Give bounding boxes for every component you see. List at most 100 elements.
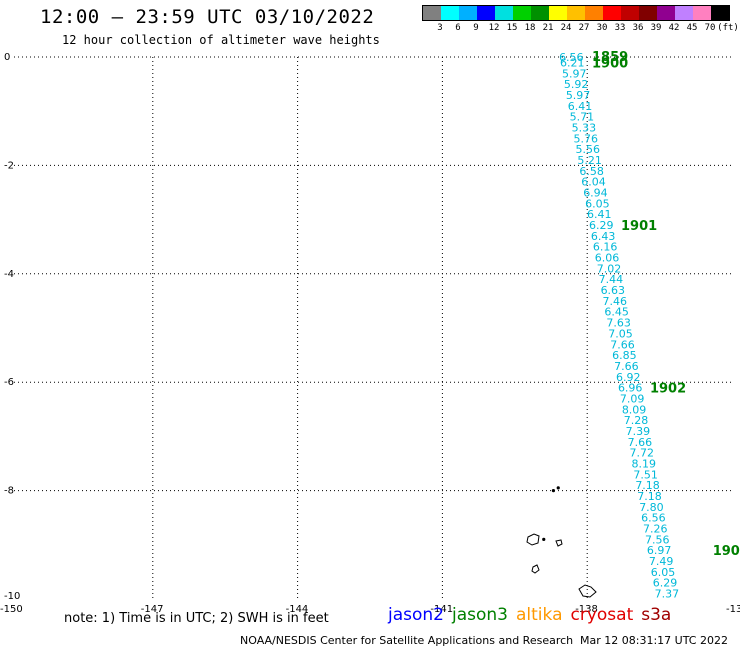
y-tick-label: -6 [4,377,14,388]
legend-swatch [621,6,639,20]
legend-swatch [675,6,693,20]
y-tick-label: -4 [4,269,14,280]
legend-swatch [585,6,603,20]
legend-swatch [513,6,531,20]
island-outline [531,564,540,574]
legend-label: 45 [686,23,698,33]
legend-label: 39 [650,23,662,33]
x-tick-label: -138 [575,604,598,615]
time-label: 1903 [713,544,740,559]
time-label: 1859 [592,50,628,65]
legend-label: 30 [596,23,608,33]
swh-label: 5.92 [564,78,589,91]
swh-label: 7.51 [633,468,658,481]
swh-label: 7.26 [643,523,668,536]
x-tick-label: -141 [430,604,453,615]
swh-label: 7.72 [630,447,655,460]
legend-swatch [441,6,459,20]
swh-label: 7.05 [608,327,633,340]
legend-swatch [423,6,441,20]
legend-label: 42 [668,23,680,33]
legend-label: 6 [455,23,461,33]
y-tick-label: -2 [4,160,14,171]
x-tick-label: -147 [141,604,164,615]
swh-label: 7.39 [626,425,651,438]
time-label: 1901 [621,219,657,234]
y-tick-label: -8 [4,486,14,497]
page-title: 12:00 — 23:59 UTC 03/10/2022 [40,6,375,28]
swh-label: 6.63 [601,284,626,297]
footer-note: note: 1) Time is in UTC; 2) SWH is in fe… [64,611,329,626]
swh-label: 7.80 [639,501,664,514]
legend-swatch [531,6,549,20]
swh-label: 6.05 [651,566,676,579]
legend-label: (ft) [717,23,739,33]
x-tick-label: -144 [286,604,309,615]
swh-label: 5.33 [572,121,597,134]
satellite-jason2: jason2 [388,605,444,625]
page-subtitle: 12 hour collection of altimeter wave hei… [62,33,380,47]
swh-label: 7.46 [603,295,628,308]
swh-label: 6.56 [641,512,666,525]
legend-label: 33 [614,23,626,33]
legend-label: 70 [704,23,716,33]
swh-label: 6.41 [568,100,593,113]
island-outline [578,584,597,598]
swh-label: 7.44 [599,273,624,286]
legend-label: 15 [506,23,518,33]
swh-label: 5.71 [570,111,595,124]
swh-label: 7.63 [606,317,631,330]
legend-label: 12 [488,23,500,33]
legend-label: 9 [473,23,479,33]
legend-swatch [459,6,477,20]
swh-label: 6.16 [593,241,618,254]
swh-label: 6.21 [560,56,585,69]
swh-label: 6.85 [612,349,637,362]
swh-label: 6.45 [604,306,629,319]
island-outline [526,533,540,546]
swh-label: 6.29 [589,219,614,232]
swh-label: 7.56 [645,533,670,546]
legend-labels: 3 6 9 12 15 18 21 24 27 30 33 36 39 42 45 70 (ft) [422,21,739,35]
swh-label: 7.66 [614,360,639,373]
x-tick-label: -135 [726,604,740,615]
legend-label: 27 [578,23,590,33]
swh-label: 8.19 [631,458,656,471]
legend-label: 36 [632,23,644,33]
swh-label: 7.02 [597,262,622,275]
swh-label: 7.37 [655,588,680,601]
legend-swatch [549,6,567,20]
legend-swatch [693,6,711,20]
time-label: 1900 [592,56,628,71]
swh-label: 7.09 [620,392,645,405]
legend-label: 18 [524,23,536,33]
swh-label: 7.66 [610,338,635,351]
island-dot [556,486,560,490]
swh-label: 5.76 [574,132,599,145]
swh-label: 6.97 [647,544,672,557]
swh-label: 8.09 [622,403,647,416]
swh-label: 6.43 [591,230,616,243]
swh-label: 6.96 [618,382,643,395]
satellite-s3a: s3a [641,605,672,625]
legend-swatch [603,6,621,20]
time-label: 1902 [650,382,686,397]
generated-timestamp: Mar 12 08:31:17 UTC 2022 [580,634,728,647]
swh-label: 7.28 [624,414,649,427]
island-dot [542,537,546,541]
legend-swatch [639,6,657,20]
swh-label: 7.49 [649,555,674,568]
swh-label: 7.18 [635,479,660,492]
swh-label: 5.21 [577,154,602,167]
swh-label: 6.41 [587,208,612,221]
swh-label: 5.97 [566,89,591,102]
legend-label: 21 [542,23,554,33]
y-tick-label: 0 [4,52,10,63]
swh-label: 6.04 [581,176,606,189]
legend-swatch [477,6,495,20]
legend-label: 24 [560,23,572,33]
swh-label: 5.56 [575,143,600,156]
credit-text: NOAA/NESDIS Center for Satellite Applica… [240,634,574,647]
swh-label: 7.66 [628,436,653,449]
